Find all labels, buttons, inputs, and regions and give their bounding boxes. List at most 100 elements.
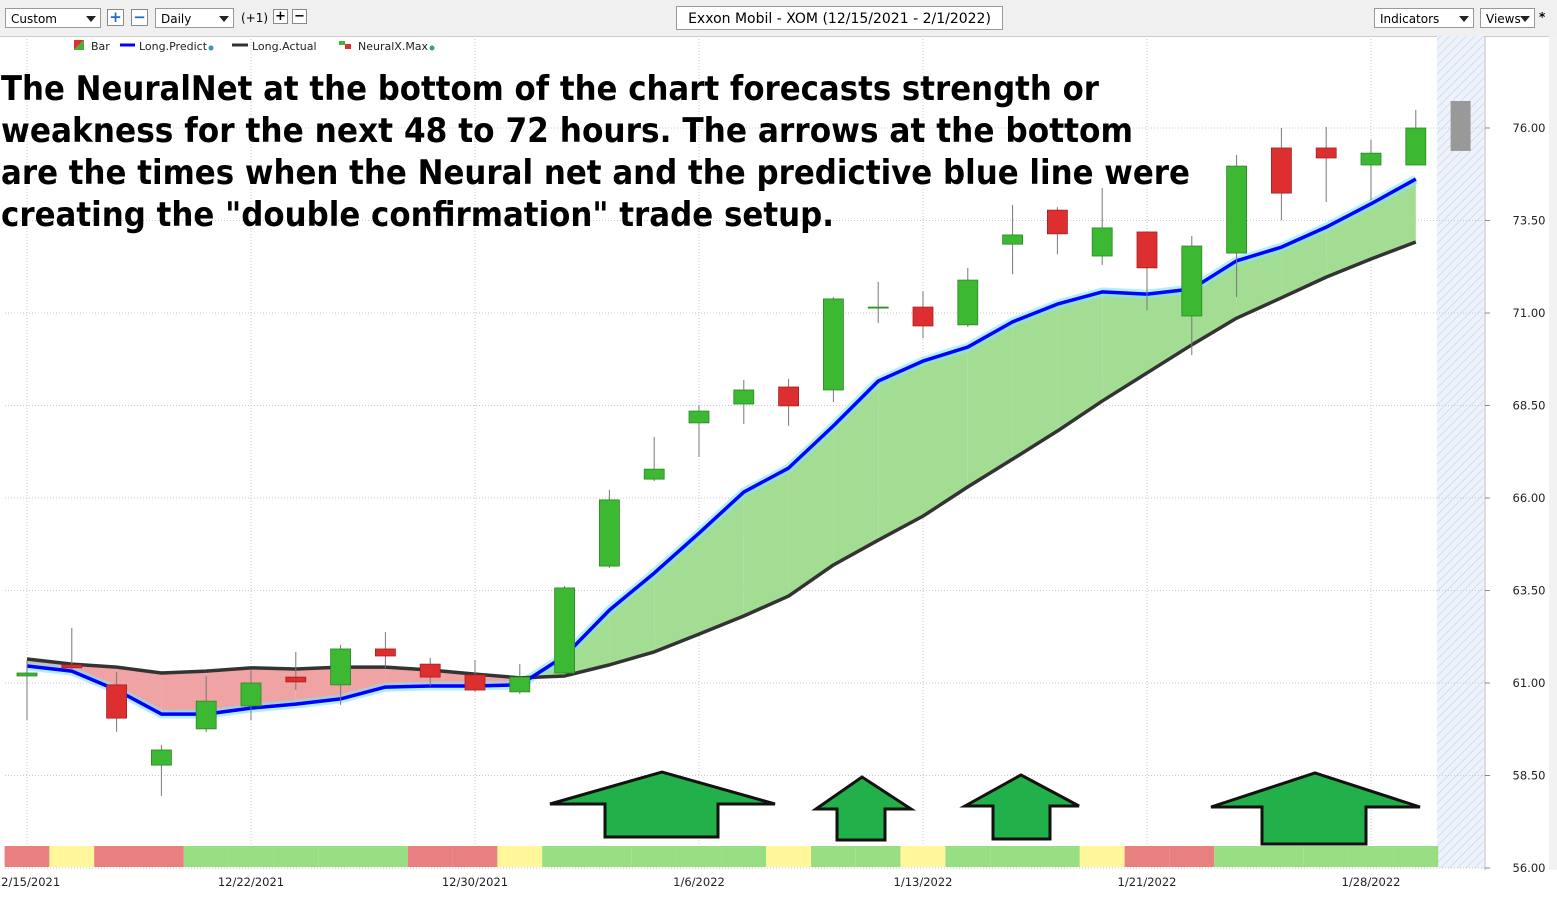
- neural-cell: [318, 846, 363, 867]
- neural-cell: [1348, 846, 1394, 867]
- candle-body: [912, 306, 934, 327]
- zoom-in-button[interactable]: +: [107, 9, 124, 26]
- neural-cell: [631, 846, 677, 867]
- spread-area: [967, 321, 1013, 487]
- remove-button[interactable]: −: [292, 9, 307, 24]
- neural-cell: [945, 846, 991, 867]
- views-menu[interactable]: Views: [1480, 8, 1535, 28]
- spread-area: [1147, 288, 1192, 373]
- neural-cell: [811, 846, 856, 867]
- candle-body: [1315, 147, 1337, 159]
- candle-body: [419, 663, 441, 678]
- neural-cell: [4, 846, 50, 867]
- neural-cell: [587, 846, 632, 867]
- neural-cell: [721, 846, 767, 867]
- annotation-line: are the times when the Neural net and th…: [1, 153, 1190, 193]
- candle-body: [240, 682, 262, 707]
- candle-body: [150, 749, 172, 766]
- legend-label: Long.Predict: [139, 40, 208, 53]
- annotation-line: The NeuralNet at the bottom of the chart…: [1, 69, 1099, 109]
- x-tick-label: 1/21/2022: [1118, 875, 1177, 889]
- x-tick-label: 12/30/2021: [442, 875, 508, 889]
- annotation-line: creating the "double confirmation" trade…: [1, 195, 834, 235]
- candle-body: [1181, 245, 1203, 317]
- spread-area: [878, 361, 923, 541]
- neural-cell: [94, 846, 139, 867]
- arrows: [549, 770, 1421, 846]
- y-tick-label: 76.00: [1513, 121, 1546, 135]
- neural-cell: [452, 846, 498, 867]
- spread-area: [923, 347, 968, 517]
- candle-body: [374, 648, 396, 657]
- forecast-bar: [1450, 100, 1471, 151]
- arrow: [1210, 771, 1421, 846]
- arrow: [959, 773, 1080, 841]
- candle-body: [16, 672, 38, 677]
- candle-body: [106, 684, 127, 719]
- candle-body: [1360, 152, 1382, 166]
- legend: Bar Long.Predict Long.Actual NeuralX.Max: [74, 40, 435, 53]
- neural-cell: [542, 846, 587, 867]
- x-tick-label: 1/13/2022: [894, 875, 953, 889]
- neural-cell: [183, 846, 229, 867]
- neural-cell: [900, 846, 946, 867]
- candle-body: [1226, 165, 1247, 254]
- candle-body: [733, 389, 755, 405]
- legend-icon: [74, 40, 84, 50]
- x-tick-label: 12/15/2021: [0, 875, 60, 889]
- candle-body: [599, 499, 620, 567]
- spread-area: [1012, 304, 1058, 460]
- candle-body: [957, 279, 979, 326]
- candle-body: [195, 700, 217, 730]
- neural-cell: [49, 846, 95, 867]
- y-tick-label: 73.50: [1513, 214, 1546, 228]
- y-tick-label: 68.50: [1513, 399, 1546, 413]
- neural-cell: [273, 846, 319, 867]
- y-tick-label: 66.00: [1513, 491, 1546, 505]
- neural-cell: [497, 846, 543, 867]
- neural-cell: [1169, 846, 1215, 867]
- period-select[interactable]: Custom: [5, 8, 101, 28]
- interval-select[interactable]: Daily: [155, 8, 234, 28]
- legend-label: NeuralX.Max: [358, 40, 429, 53]
- neural-cell: [1035, 846, 1080, 867]
- x-tick-label: 1/6/2022: [673, 875, 725, 889]
- neural-cell: [676, 846, 722, 867]
- candle-body: [509, 676, 531, 693]
- offset-label: (+1): [241, 11, 269, 25]
- toolbar: Custom + − Daily (+1) + − Exxon Mobil - …: [0, 0, 1557, 37]
- neural-cell: [1214, 846, 1259, 867]
- candle-body: [330, 648, 352, 686]
- scrollbar[interactable]: [1549, 36, 1557, 870]
- settings-menu[interactable]: *: [1539, 10, 1546, 24]
- candle-body: [823, 298, 844, 391]
- candle-body: [1271, 147, 1292, 194]
- spread-area: [1057, 291, 1103, 432]
- candle-body: [643, 468, 665, 480]
- neural-cell: [1259, 846, 1304, 867]
- y-tick-label: 61.00: [1513, 676, 1546, 690]
- add-button[interactable]: +: [273, 9, 288, 24]
- spread-area: [161, 671, 207, 715]
- arrow: [811, 775, 917, 842]
- spread-area: [206, 667, 251, 715]
- neural-cell: [1124, 846, 1170, 867]
- neural-cell: [1393, 846, 1439, 867]
- candle-body: [867, 306, 889, 309]
- zoom-out-button[interactable]: −: [131, 9, 148, 26]
- line: [26, 240, 1417, 680]
- indicators-menu[interactable]: Indicators: [1374, 8, 1474, 28]
- legend-icon: [429, 45, 435, 51]
- candle-body: [554, 587, 575, 674]
- spread-area: [654, 533, 699, 652]
- candle-body: [1002, 234, 1023, 245]
- y-tick-label: 58.50: [1513, 769, 1546, 783]
- candle-body: [778, 386, 799, 407]
- neural-cell: [363, 846, 408, 867]
- forecast-zone: [1437, 36, 1484, 868]
- line: [26, 177, 1417, 716]
- candle-body: [1405, 127, 1427, 166]
- neural-cell: [1079, 846, 1125, 867]
